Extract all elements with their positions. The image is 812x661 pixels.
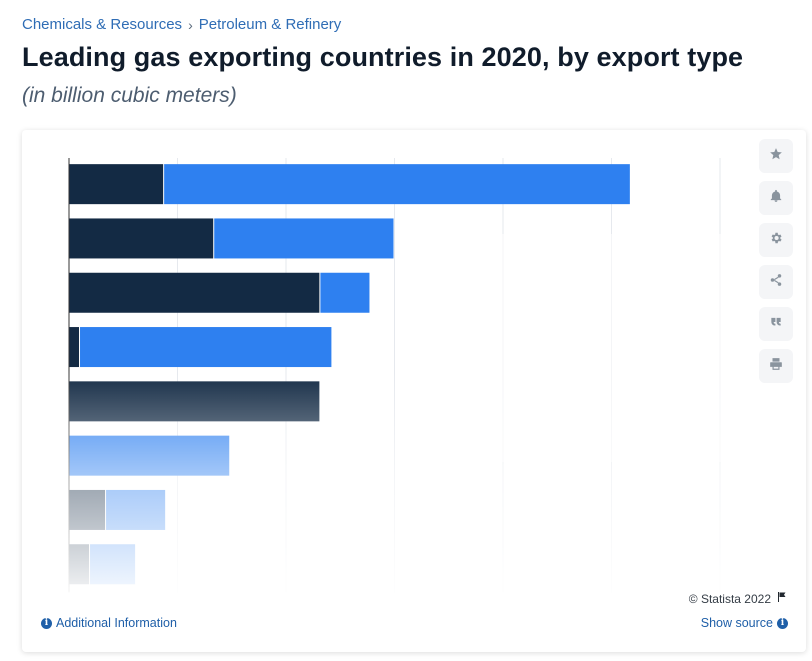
bar-chart <box>68 158 721 593</box>
settings-button[interactable] <box>759 223 793 257</box>
share-icon <box>769 273 783 292</box>
bar-series-1-row-7[interactable] <box>69 489 106 530</box>
bar-series-1-row-3[interactable] <box>69 272 320 313</box>
bar-series-2-row-7[interactable] <box>106 489 166 530</box>
bar-series-1-row-5[interactable] <box>69 381 320 422</box>
bar-series-2-row-1[interactable] <box>164 164 630 205</box>
cite-button[interactable] <box>759 307 793 341</box>
copyright-text: © Statista 2022 <box>688 591 771 606</box>
bar-series-1-row-4[interactable] <box>69 327 80 368</box>
page-subtitle: (in billion cubic meters) <box>22 84 237 107</box>
bar-series-2-row-4[interactable] <box>80 327 332 368</box>
info-icon: i <box>777 617 788 629</box>
bar-series-1-row-8[interactable] <box>69 544 90 585</box>
page-title: Leading gas exporting countries in 2020,… <box>22 42 744 72</box>
bar-series-2-row-3[interactable] <box>320 272 370 313</box>
bar-series-2-row-8[interactable] <box>90 544 136 585</box>
bar-series-2-row-2[interactable] <box>214 218 394 259</box>
copyright: © Statista 2022 <box>689 591 788 606</box>
additional-information-label: Additional Information <box>56 616 177 630</box>
info-icon: i <box>41 617 52 629</box>
show-source-link[interactable]: Show source i <box>701 616 788 630</box>
quote-icon <box>769 315 783 334</box>
chart-card: © Statista 2022 i Additional Information… <box>22 130 806 652</box>
bell-icon <box>769 189 783 208</box>
breadcrumb-item-petroleum[interactable]: Petroleum & Refinery <box>198 16 342 33</box>
chart-toolbar <box>759 139 793 383</box>
bar-series-2-row-6[interactable] <box>69 435 230 476</box>
breadcrumb-item-chemicals[interactable]: Chemicals & Resources <box>22 16 183 33</box>
print-icon <box>769 357 783 376</box>
breadcrumb: Chemicals & Resources › Petroleum & Refi… <box>22 16 341 33</box>
gear-icon <box>769 231 783 250</box>
star-icon <box>769 147 783 166</box>
bar-series-1-row-1[interactable] <box>69 164 164 205</box>
share-button[interactable] <box>759 265 793 299</box>
print-button[interactable] <box>759 349 793 383</box>
flag-icon[interactable] <box>776 591 788 606</box>
notification-button[interactable] <box>759 181 793 215</box>
favorite-button[interactable] <box>759 139 793 173</box>
additional-information-link[interactable]: i Additional Information <box>41 616 177 630</box>
bar-series-1-row-2[interactable] <box>69 218 214 259</box>
breadcrumb-separator: › <box>188 16 193 33</box>
show-source-label: Show source <box>700 616 773 630</box>
